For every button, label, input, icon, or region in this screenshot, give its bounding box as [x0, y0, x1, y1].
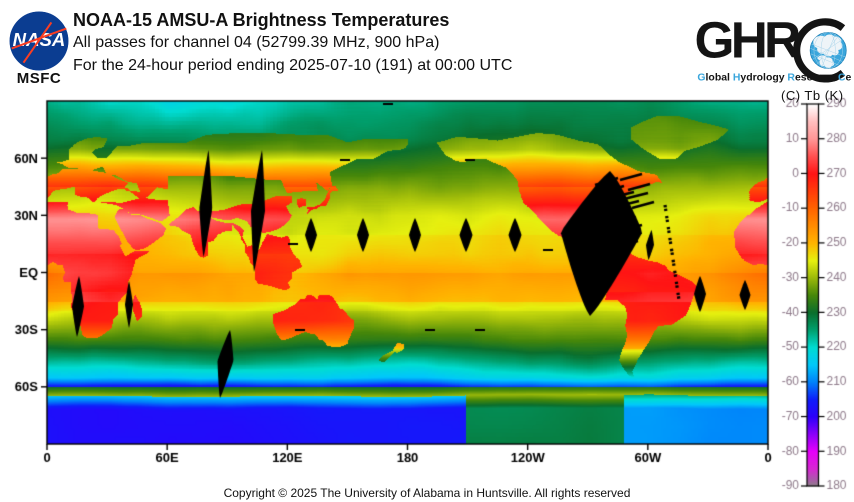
- svg-text:Global Hydrology Resource Cent: Global Hydrology Resource Center: [697, 72, 851, 83]
- svg-text:GHR: GHR: [696, 12, 801, 69]
